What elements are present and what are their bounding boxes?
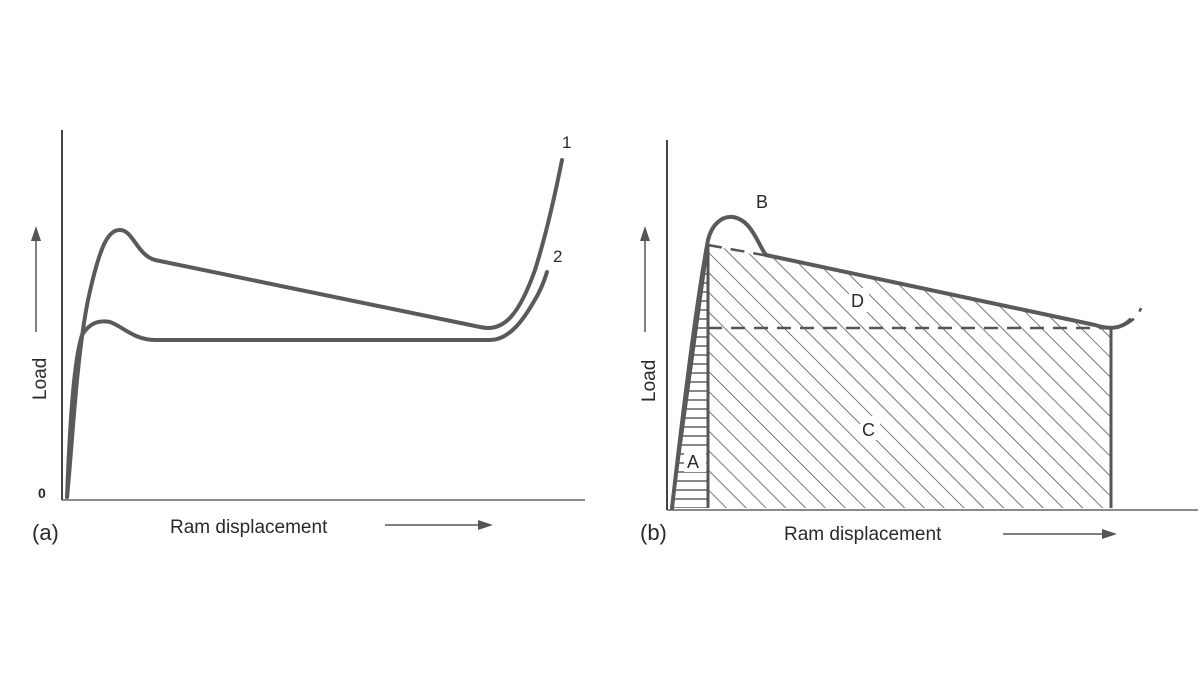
load-peak-curve bbox=[670, 214, 768, 510]
curve-2 bbox=[65, 270, 549, 499]
panel-a-x-arrow-head bbox=[478, 520, 493, 530]
panel-b-label: (b) bbox=[640, 520, 667, 545]
panel-a-x-axis-label: Ram displacement bbox=[170, 517, 328, 538]
peak-dashed-chord bbox=[707, 243, 781, 260]
region-b-label: B bbox=[756, 192, 768, 212]
curve-2-label: 2 bbox=[553, 247, 562, 266]
region-a-label-bg bbox=[684, 448, 706, 472]
panel-a: 0 Load 1 2 (a) Ram displacement bbox=[30, 130, 585, 545]
tail-dashed-curve bbox=[1121, 307, 1143, 328]
region-a-label: A bbox=[687, 452, 699, 472]
panel-b-x-axis-label: Ram displacement bbox=[784, 524, 942, 545]
panel-a-y-arrow-head bbox=[31, 226, 41, 241]
region-c-label-bg bbox=[860, 416, 880, 440]
curve-1 bbox=[65, 158, 564, 499]
curve-1-label: 1 bbox=[562, 133, 571, 152]
panel-a-origin-label: 0 bbox=[38, 485, 46, 501]
region-c-label: C bbox=[862, 420, 875, 440]
region-d-label-bg bbox=[849, 288, 869, 312]
region-d-label: D bbox=[851, 291, 864, 311]
panel-a-y-axis-label: Load bbox=[30, 358, 51, 400]
panel-a-label: (a) bbox=[32, 520, 59, 545]
panel-b-y-arrow-head bbox=[640, 226, 650, 241]
panel-b-y-axis-label: Load bbox=[639, 360, 660, 402]
panel-b-x-arrow-head bbox=[1102, 529, 1117, 539]
region-c-fill bbox=[708, 328, 1111, 508]
panel-b: Load A B C D (b) Ram displacement bbox=[639, 140, 1198, 545]
